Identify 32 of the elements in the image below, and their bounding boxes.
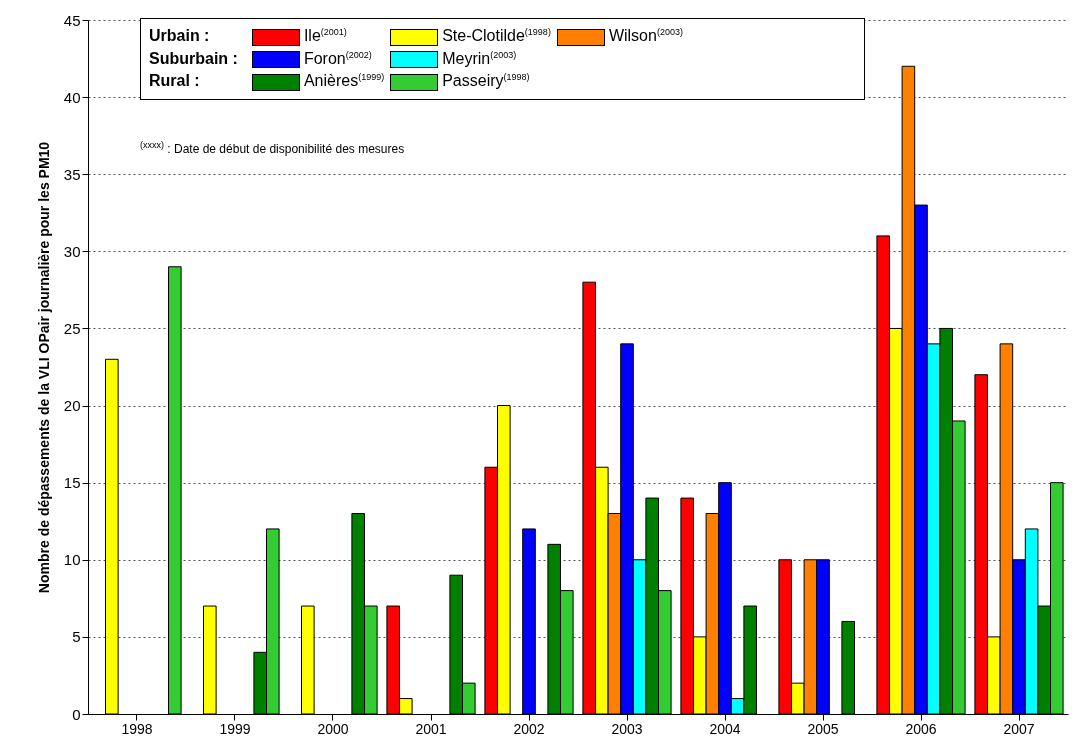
x-tick-label: 1999 [219, 720, 251, 737]
y-axis-title: Nombre de dépassements de la VLI OPair journalière pour les PM10 [35, 141, 52, 594]
y-tick-label: 35 [63, 165, 81, 183]
x-tick-label: 2002 [513, 720, 545, 737]
x-tick-label: 2001 [415, 720, 447, 737]
legend-label: Ile$^{(2001)}$ [302, 26, 348, 47]
x-tick-label: 2006 [905, 720, 937, 737]
legend-label: Passeiry$^{(1998)}$ [441, 71, 531, 92]
legend-label: Foron$^{(2002)}$ [302, 48, 373, 69]
y-tick-label: 45 [63, 11, 81, 29]
legend-label: Meyrin$^{(2003)}$ [441, 48, 518, 69]
x-tick-label: 2000 [317, 720, 349, 737]
x-tick-label: 2005 [807, 720, 839, 737]
y-tick-label: 25 [63, 319, 81, 337]
x-tick-label: 2007 [1003, 720, 1035, 737]
legend-label: Wilson$^{(2003)}$ [607, 26, 684, 47]
annotation: Suburbain : [149, 48, 239, 69]
annotation: Urbain : [149, 26, 211, 47]
annotation: Rural : [149, 71, 201, 92]
y-tick-label: 10 [63, 551, 81, 569]
y-tick-label: 5 [72, 628, 81, 646]
y-tick-label: 30 [63, 242, 81, 260]
annotation: $^{(xxxx)}$ : Date de début de disponibilité des mesures [140, 140, 405, 156]
y-tick-label: 40 [63, 88, 81, 106]
y-tick-label: 20 [63, 397, 81, 415]
x-tick-label: 2003 [611, 720, 643, 737]
legend-label: Ste-Clotilde$^{(1998)}$ [441, 26, 552, 47]
x-tick-label: 1998 [121, 720, 153, 737]
y-tick-label: 15 [63, 474, 81, 492]
x-tick-label: 2004 [709, 720, 741, 737]
y-tick-label: 0 [72, 705, 81, 723]
legend-label: Anières$^{(1999)}$ [302, 71, 386, 92]
